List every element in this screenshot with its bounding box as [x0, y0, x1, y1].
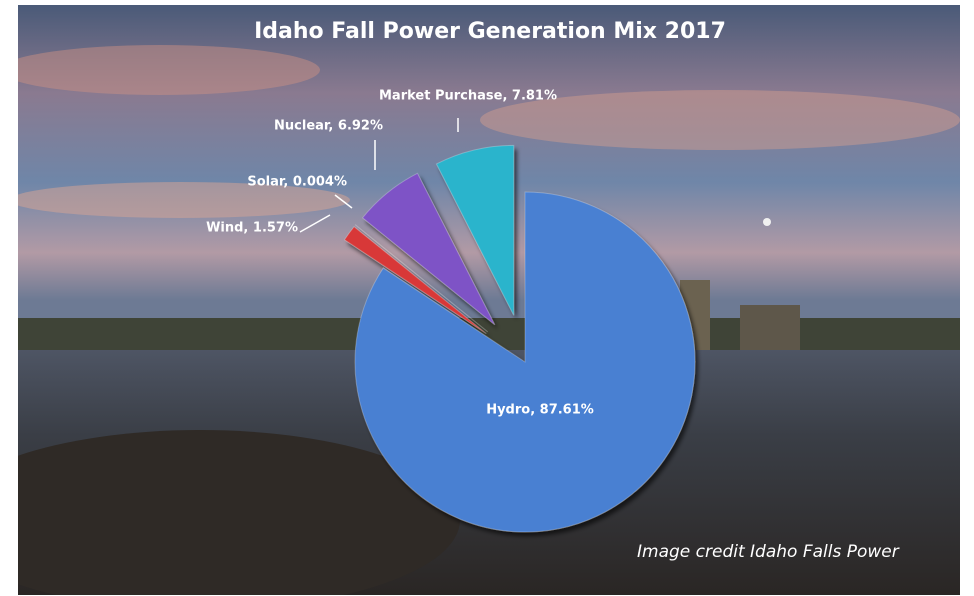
- data-label: Nuclear, 6.92%: [274, 119, 383, 134]
- chart: Idaho Fall Power Generation Mix 2017 Ima…: [0, 0, 974, 596]
- chart-title: Idaho Fall Power Generation Mix 2017: [254, 19, 726, 44]
- data-label: Wind, 1.57%: [206, 221, 298, 236]
- caption: Image credit Idaho Falls Power: [637, 542, 900, 562]
- data-label: Solar, 0.004%: [247, 175, 347, 190]
- data-label: Market Purchase, 7.81%: [379, 89, 557, 104]
- data-label: Hydro, 87.61%: [486, 403, 594, 418]
